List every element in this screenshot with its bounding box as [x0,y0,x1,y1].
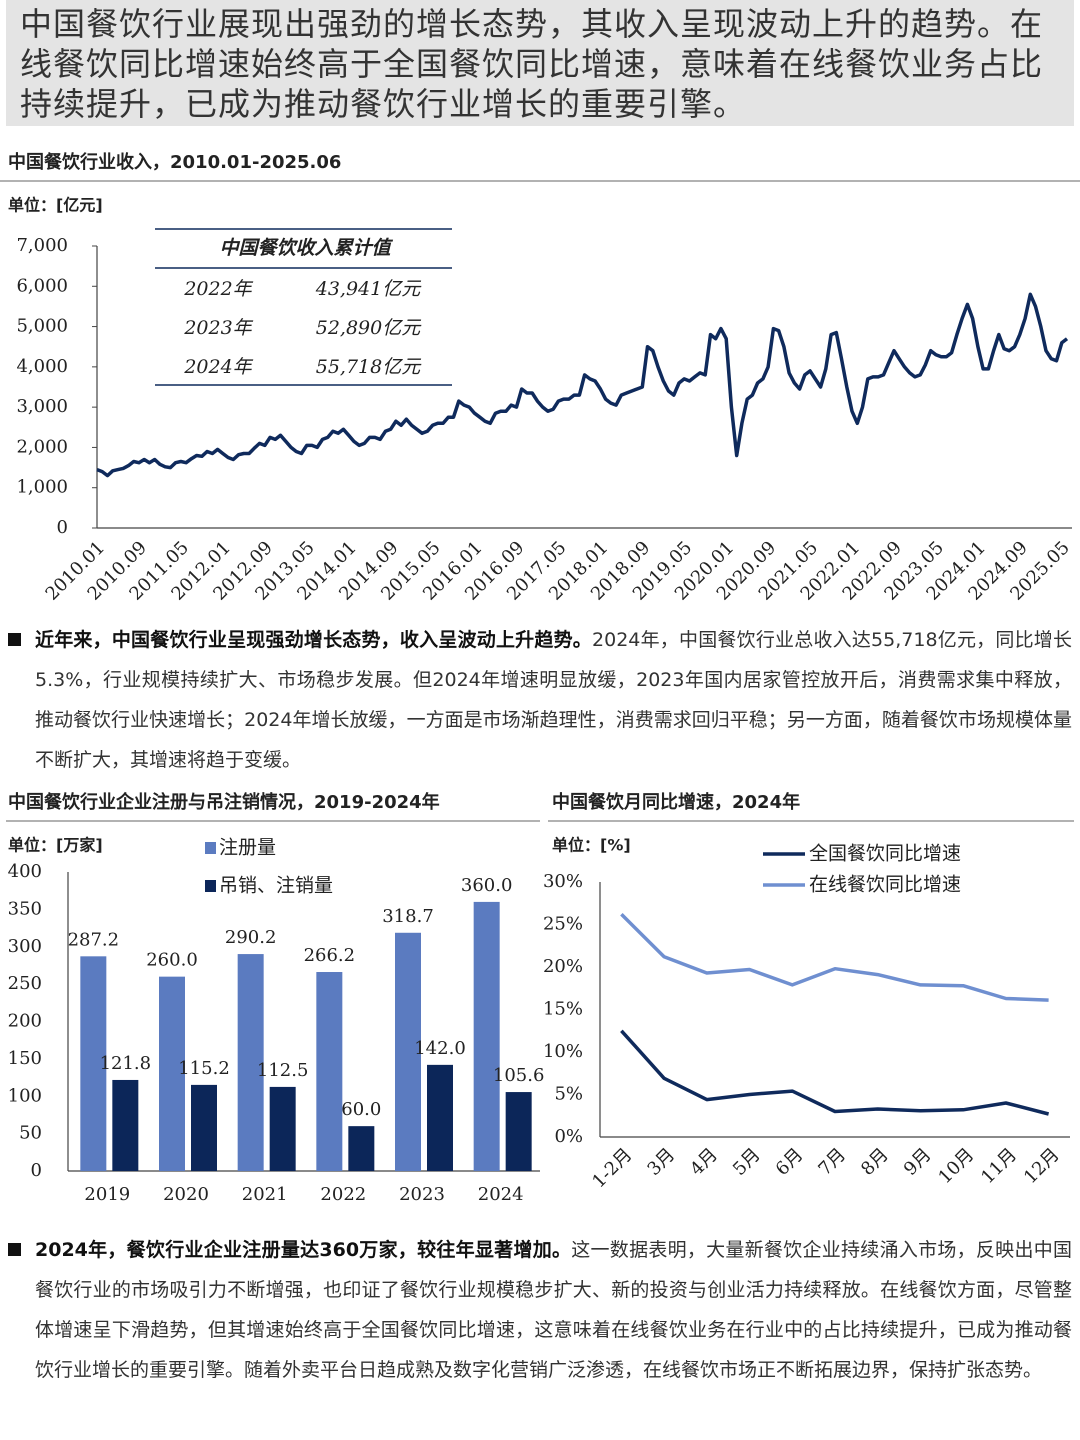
bar [237,954,264,1171]
y-tick-label: 2,000 [16,436,68,457]
x-tick-label: 10月 [934,1144,978,1188]
chart-title: 中国餐饮行业企业注册与吊注销情况，2019-2024年 [8,791,440,813]
x-tick-label: 1-2月 [588,1144,636,1192]
table-cell: 52,890亿元 [316,317,422,339]
bullet [8,633,21,646]
y-tick-label: 20% [543,956,583,977]
data-label: 260.0 [146,950,198,971]
line-series [96,292,1069,478]
bar [473,901,500,1171]
x-tick-label: 11月 [977,1144,1021,1188]
table-cell: 55,718亿元 [316,356,422,378]
legend-label: 全国餐饮同比增速 [809,843,961,865]
x-tick-label: 9月 [900,1144,936,1180]
paragraph: 近年来，中国餐饮行业呈现强劲增长态势，收入呈波动上升趋势。2024年，中国餐饮行… [8,620,1072,780]
x-tick-label: 2021 [242,1184,288,1205]
data-label: 290.2 [225,927,277,948]
data-label: 142.0 [414,1038,466,1059]
y-tick-label: 5% [554,1084,583,1105]
y-tick-label: 10% [543,1041,583,1062]
x-tick-label: 6月 [772,1144,808,1180]
y-tick-label: 0% [554,1126,583,1147]
y-tick-label: 250 [8,973,42,994]
data-label: 318.7 [382,906,434,927]
y-tick-label: 50 [19,1123,42,1144]
y-tick-label: 6,000 [16,275,68,296]
data-label: 105.6 [493,1065,545,1086]
y-tick-label: 15% [543,999,583,1020]
paragraph: 2024年，餐饮行业企业注册量达360万家，较往年显著增加。这一数据表明，大量新… [8,1230,1072,1390]
paragraph-lead: 近年来，中国餐饮行业呈现强劲增长态势，收入呈波动上升趋势。 [35,629,593,651]
table-cell: 2022年 [183,278,253,300]
bar [505,1092,532,1171]
y-tick-label: 4,000 [16,356,68,377]
y-tick-label: 100 [8,1085,42,1106]
x-tick-label: 2020 [163,1184,209,1205]
legend-swatch [205,880,216,892]
x-tick-label: 2024 [478,1184,524,1205]
legend-swatch [205,842,216,854]
y-tick-label: 200 [8,1011,42,1032]
legend-label: 注册量 [219,837,276,859]
chart-title: 中国餐饮月同比增速，2024年 [552,791,800,813]
y-tick-label: 5,000 [16,316,68,337]
x-tick-label: 12月 [1020,1144,1064,1188]
y-tick-label: 1,000 [16,477,68,498]
bar [191,1084,217,1171]
unit-label: 单位：[%] [552,836,631,855]
table-cell: 2023年 [183,317,253,339]
paragraph-text: 2024年，中国餐饮行业总收入达55,718亿元，同比增长5.3%，行业规模持续… [35,629,1072,771]
x-tick-label: 2023 [399,1184,445,1205]
y-tick-label: 350 [8,898,42,919]
paragraph-text: 这一数据表明，大量新餐饮企业持续涌入市场，反映出中国餐饮行业的市场吸引力不断增强… [35,1239,1072,1381]
table-cell: 2024年 [183,356,253,378]
data-label: 115.2 [178,1058,230,1079]
y-tick-label: 25% [543,914,583,935]
x-tick-label: 4月 [686,1144,722,1180]
x-tick-label: 7月 [814,1144,850,1180]
bar [269,1086,296,1171]
x-tick-label: 2022 [320,1184,366,1205]
x-tick-label: 2019 [84,1184,130,1205]
table-title: 中国餐饮收入累计值 [219,237,393,259]
unit-label: 单位：[万家] [8,836,103,855]
y-tick-label: 3,000 [16,396,68,417]
table-cell: 43,941亿元 [315,278,422,300]
y-tick-label: 300 [8,936,42,957]
header-summary: 中国餐饮行业展现出强劲的增长态势，其收入呈现波动上升的趋势。在线餐饮同比增速始终… [6,0,1074,126]
y-tick-label: 7,000 [16,235,68,256]
legend-label: 吊销、注销量 [219,875,333,897]
y-tick-label: 0 [31,1160,42,1181]
line-series [620,913,1049,1002]
bar [348,1126,375,1171]
bar [316,972,343,1171]
bullet [8,1243,21,1256]
bar [395,932,421,1171]
data-label: 112.5 [257,1060,309,1081]
y-tick-label: 30% [543,871,583,892]
data-label: 60.0 [341,1099,381,1120]
paragraph-lead: 2024年，餐饮行业企业注册量达360万家，较往年显著增加。 [35,1239,572,1261]
line-series [620,1029,1050,1116]
data-label: 360.0 [461,875,513,896]
chart-title: 中国餐饮行业收入，2010.01-2025.06 [8,151,341,173]
bar [427,1064,453,1171]
x-tick-label: 5月 [729,1144,765,1180]
unit-label: 单位：[亿元] [8,196,103,215]
bar [159,976,185,1171]
x-tick-label: 3月 [643,1144,679,1180]
y-tick-label: 0 [57,517,68,538]
data-label: 266.2 [304,945,356,966]
data-label: 287.2 [68,929,120,950]
y-tick-label: 150 [8,1048,42,1069]
bar [112,1079,139,1171]
y-tick-label: 400 [8,861,42,882]
bar [80,956,107,1171]
legend-label: 在线餐饮同比增速 [809,874,961,896]
x-tick-label: 8月 [857,1144,893,1180]
data-label: 121.8 [100,1053,152,1074]
